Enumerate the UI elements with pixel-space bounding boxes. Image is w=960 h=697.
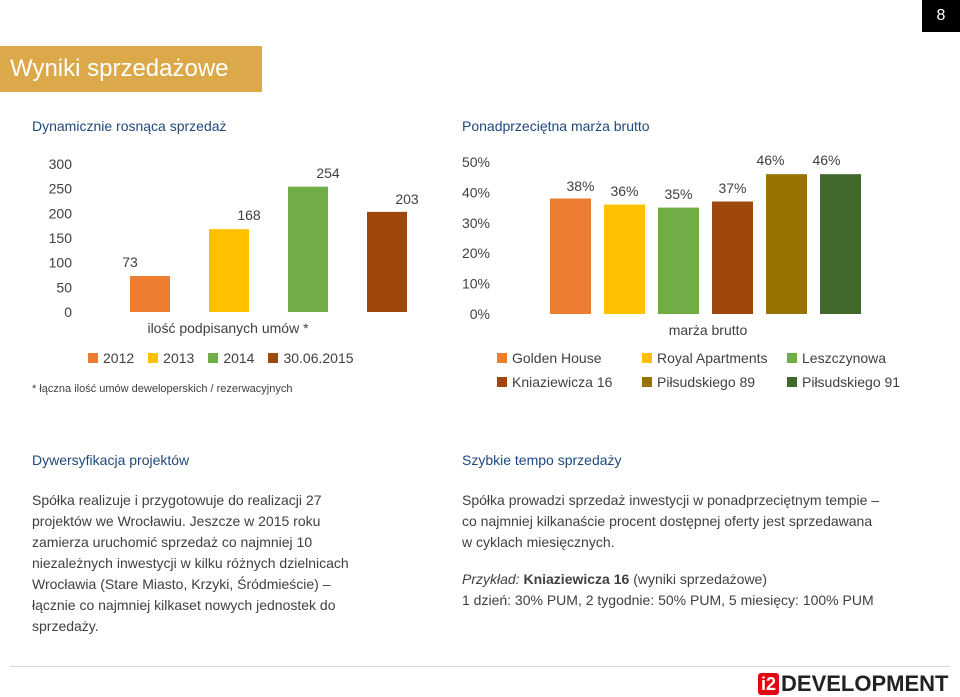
y-tick-label: 10% bbox=[462, 276, 490, 292]
text-line: zamierza uruchomić sprzedaż co najmniej … bbox=[32, 534, 313, 550]
legend-item: Piłsudskiego 91 bbox=[787, 374, 917, 390]
y-tick-label: 30% bbox=[462, 215, 490, 231]
legend-swatch bbox=[208, 353, 219, 363]
bar-2013 bbox=[209, 229, 249, 312]
sales-chart: 300 250 200 150 100 50 0 73 168 254 203 ilość podpi… bbox=[0, 150, 440, 350]
data-label: 35% bbox=[664, 186, 692, 202]
speed-text: Spółka prowadzi sprzedaż inwestycji w po… bbox=[462, 490, 942, 553]
text-line: Spółka realizuje i przygotowuje do reali… bbox=[32, 492, 322, 508]
legend-swatch bbox=[642, 377, 652, 387]
margin-chart-legend: Golden House Royal Apartments Leszczynowa K… bbox=[497, 350, 917, 390]
bar-royal-apartments bbox=[604, 204, 645, 314]
data-label: 46% bbox=[756, 152, 784, 168]
y-tick-label: 50% bbox=[462, 154, 490, 170]
legend-label: Golden House bbox=[512, 350, 602, 366]
legend-label: Royal Apartments bbox=[657, 350, 768, 366]
legend-label: 30.06.2015 bbox=[283, 350, 354, 366]
y-tick-label: 0 bbox=[64, 304, 72, 320]
text-line: Wrocławia (Stare Miasto, Krzyki, Śródmie… bbox=[32, 576, 331, 592]
y-tick-label: 0% bbox=[470, 306, 490, 322]
legend-item: Golden House bbox=[497, 350, 642, 366]
text-line: w cyklach miesięcznych. bbox=[462, 534, 615, 550]
legend-item: Leszczynowa bbox=[787, 350, 917, 366]
data-label: 38% bbox=[566, 178, 594, 194]
legend-label: 2014 bbox=[223, 350, 255, 366]
bar-kniaziewicza-16 bbox=[712, 201, 753, 314]
data-label: 73 bbox=[122, 254, 138, 270]
y-tick-label: 300 bbox=[49, 156, 73, 172]
example-results: 1 dzień: 30% PUM, 2 tygodnie: 50% PUM, 5… bbox=[462, 592, 874, 608]
diversification-text: Spółka realizuje i przygotowuje do reali… bbox=[32, 490, 432, 637]
legend-label: 2012 bbox=[103, 350, 135, 366]
legend-swatch bbox=[497, 353, 507, 363]
bar-pi-sudskiego-89 bbox=[766, 174, 807, 314]
bar-pi-sudskiego-91 bbox=[820, 174, 861, 314]
data-label: 36% bbox=[610, 183, 638, 199]
y-tick-label: 250 bbox=[49, 181, 73, 197]
bar-golden-house bbox=[550, 198, 591, 314]
legend-swatch bbox=[497, 377, 507, 387]
y-tick-label: 200 bbox=[49, 205, 73, 221]
text-line: projektów we Wrocławiu. Jeszcze w 2015 r… bbox=[32, 513, 321, 529]
bar-2012 bbox=[130, 275, 170, 312]
legend-swatch bbox=[642, 353, 652, 363]
legend-item: Royal Apartments bbox=[642, 350, 787, 366]
x-axis-label: ilość podpisanych umów * bbox=[147, 320, 309, 336]
legend-item: Piłsudskiego 89 bbox=[642, 374, 787, 390]
y-tick-label: 50 bbox=[56, 279, 72, 295]
speed-heading: Szybkie tempo sprzedaży bbox=[462, 452, 622, 468]
bar-leszczynowa bbox=[658, 207, 699, 314]
legend-item: 30.06.2015 bbox=[268, 350, 354, 366]
legend-item: 2014 bbox=[208, 350, 254, 366]
legend-item: Kniaziewicza 16 bbox=[497, 374, 642, 390]
company-logo: i2 DEVELOPMENT bbox=[758, 671, 948, 697]
sales-chart-legend: 2012 2013 2014 30.06.2015 bbox=[88, 350, 354, 366]
legend-item: 2013 bbox=[148, 350, 194, 366]
sales-chart-svg: 300 250 200 150 100 50 0 73 168 254 203 ilość podpi… bbox=[49, 156, 419, 336]
legend-label: 2013 bbox=[163, 350, 195, 366]
margin-chart-svg: 50% 40% 30% 20% 10% 0% 38% 36% 35% 37% 46% 46% marża… bbox=[462, 152, 861, 338]
legend-swatch bbox=[787, 353, 797, 363]
data-label: 203 bbox=[395, 191, 419, 207]
left-chart-heading: Dynamicznie rosnąca sprzedaż bbox=[32, 118, 227, 134]
legend-swatch bbox=[787, 377, 797, 387]
x-axis-label: marża brutto bbox=[669, 322, 748, 338]
example-project: Kniaziewicza 16 bbox=[523, 571, 630, 587]
bar-30-06-2015 bbox=[367, 211, 407, 312]
bar-2014 bbox=[288, 186, 328, 312]
data-label: 46% bbox=[812, 152, 840, 168]
legend-swatch bbox=[268, 353, 279, 363]
data-label: 168 bbox=[237, 207, 261, 223]
legend-swatch bbox=[148, 353, 159, 363]
example-label: Przykład: bbox=[462, 571, 520, 587]
y-tick-label: 150 bbox=[49, 230, 73, 246]
logo-mark: i2 bbox=[758, 673, 780, 695]
logo-word: DEVELOPMENT bbox=[781, 671, 949, 696]
legend-label: Kniaziewicza 16 bbox=[512, 374, 613, 390]
data-label: 254 bbox=[316, 165, 340, 181]
speed-example: Przykład: Kniaziewicza 16 (wyniki sprzed… bbox=[462, 569, 942, 590]
legend-item: 2012 bbox=[88, 350, 134, 366]
text-line: sprzedaży. bbox=[32, 618, 99, 634]
margin-chart: 50% 40% 30% 20% 10% 0% 38% 36% 35% 37% 46% 46% marża… bbox=[440, 150, 920, 350]
y-tick-label: 40% bbox=[462, 184, 490, 200]
text-line: co najmniej kilkanaście procent dostępne… bbox=[462, 513, 873, 529]
legend-label: Piłsudskiego 91 bbox=[802, 374, 901, 390]
legend-label: Piłsudskiego 89 bbox=[657, 374, 756, 390]
legend-swatch bbox=[88, 353, 98, 363]
text-line: Spółka prowadzi sprzedaż inwestycji w po… bbox=[462, 492, 880, 508]
text-line: niezależnych inwestycji w kilku różnych … bbox=[32, 555, 349, 571]
right-chart-heading: Ponadprzeciętna marża brutto bbox=[462, 118, 650, 134]
data-label: 37% bbox=[718, 180, 746, 196]
sales-chart-footnote: * łączna ilość umów deweloperskich / rez… bbox=[32, 383, 293, 395]
diversification-heading: Dywersyfikacja projektów bbox=[32, 452, 190, 468]
legend-label: Leszczynowa bbox=[802, 350, 887, 366]
y-tick-label: 100 bbox=[49, 255, 73, 271]
example-suffix: (wyniki sprzedażowe) bbox=[633, 571, 768, 587]
text-line: łącznie co najmniej kilkaset nowych jedn… bbox=[32, 597, 336, 613]
y-tick-label: 20% bbox=[462, 245, 490, 261]
footer-divider bbox=[10, 666, 950, 667]
page-number: 8 bbox=[922, 0, 960, 32]
page-title: Wyniki sprzedażowe bbox=[0, 46, 262, 92]
